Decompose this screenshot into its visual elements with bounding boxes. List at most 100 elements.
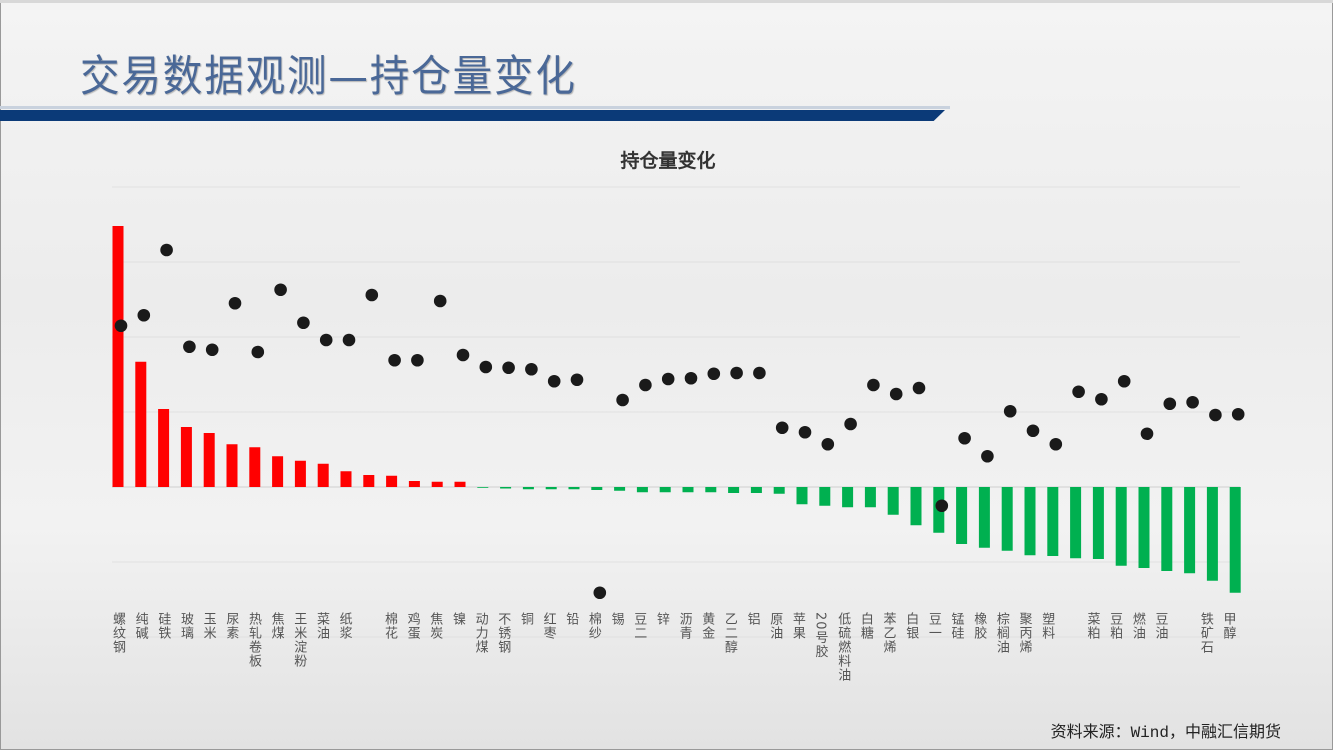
chart-title: 持仓量变化 [620,149,715,172]
dot [684,371,698,385]
x-tick-label: 锌 [653,612,669,626]
bar [522,487,534,490]
x-tick-label: 焦炭 [427,612,443,640]
x-tick-label: 铝 [744,612,760,626]
x-tick-label: 苯乙烯 [880,612,896,654]
dot [1140,427,1154,441]
dot [912,381,926,395]
bar [1047,487,1059,556]
dot [1049,437,1063,451]
dot [228,296,242,310]
bar [1184,487,1196,574]
x-tick-label: 螺纹钢 [110,612,125,654]
x-tick-label: 苹果 [789,612,805,640]
dot [502,361,515,375]
x-tick-label: 铅 [563,612,579,626]
dot [160,243,173,257]
bar [294,460,306,487]
x-tick-label: 玉米 [200,612,216,640]
dot [251,345,265,359]
bar [363,475,375,487]
source-note: 资料来源：Wind，中融汇信期货 [1050,724,1281,742]
dot [798,425,812,439]
bar [1001,487,1013,551]
bar [1115,487,1127,566]
x-tick-label: 塑料 [1039,612,1055,640]
dot [274,283,287,297]
dot [707,367,721,381]
x-tick-label: 锡 [608,612,624,626]
dot [935,499,949,513]
dot [342,333,356,347]
x-tick-label: 豆粕 [1107,612,1123,640]
page-title: 交易数据观测—持仓量变化 [80,52,577,102]
x-tick-label: 甲醇 [1220,612,1236,640]
bar [340,471,352,487]
bar [500,487,512,489]
dot [1186,395,1199,409]
bar [728,487,740,493]
bar [1229,487,1241,593]
dot [844,417,857,431]
dot [114,319,128,333]
bar [659,487,671,493]
bar [1070,487,1082,559]
bar [112,226,124,487]
x-tick-label: 棉纱 [585,612,601,640]
dot [1026,424,1040,438]
bar [431,481,443,487]
x-tick-label: 王米淀粉 [291,612,307,668]
bar [842,487,854,508]
bar [750,487,762,493]
x-tick-label: 乙二醇 [721,612,737,654]
dot [1231,407,1245,421]
dot [365,288,379,302]
bar [705,487,717,493]
x-tick-label: 沥青 [676,612,692,640]
dot [753,366,766,380]
bar [226,444,238,487]
bar [1206,487,1218,581]
x-tick-label: 铁矿石 [1197,612,1213,654]
top-divider [0,0,1333,3]
dot [137,308,151,322]
dot [775,421,789,435]
dot [570,373,584,387]
bar [408,481,420,487]
bar [956,487,968,544]
x-tick-label: 豆一 [925,612,941,640]
dot [525,362,538,376]
gridlines [112,186,1240,638]
dot [958,431,971,445]
x-tick-label: 白银 [903,612,919,640]
bar [910,487,922,526]
dot [205,343,219,357]
bar [1024,487,1036,556]
dot [1072,385,1085,399]
x-tick-label: 豆油 [1152,612,1168,640]
dot [319,333,333,347]
x-tick-label: 黄金 [699,612,715,640]
dot [297,316,310,330]
x-tick-label: 棉花 [381,612,397,640]
dot [593,586,607,600]
dot [981,449,994,463]
bar [773,487,785,494]
x-tick-label: 聚丙烯 [1016,612,1032,654]
x-tick-label: 铜 [517,612,533,626]
bar [568,487,580,490]
dot [867,378,880,392]
x-tick-label: 纸浆 [336,612,352,640]
bar [477,487,489,488]
x-tick-label: 豆二 [631,612,647,640]
bar [636,487,648,493]
dot [661,372,675,386]
x-tick-label: 棕榈油 [993,612,1009,654]
x-tick-label: 20号胶 [812,612,828,659]
dot [433,294,447,308]
dot [479,360,493,374]
bar [317,463,329,487]
x-tick-label: 白糖 [857,612,873,640]
bar [591,487,603,490]
